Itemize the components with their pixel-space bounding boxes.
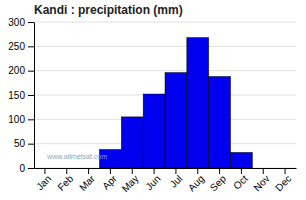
bar (78, 168, 100, 169)
tick-label: Jul (168, 173, 185, 190)
axis-line (35, 168, 297, 169)
tick: 250 (8, 41, 34, 52)
grid (34, 22, 296, 168)
bar (165, 73, 187, 168)
bar (56, 168, 78, 169)
tick: Jan (34, 168, 53, 192)
tick-mark (28, 119, 34, 120)
bar (274, 168, 296, 169)
title: Kandi : precipitation (mm) (34, 3, 183, 17)
annotation: www.allmetsat.com (46, 153, 107, 160)
tick: 100 (8, 114, 34, 125)
tick-mark (28, 46, 34, 47)
tick: May (120, 168, 141, 194)
tick-label: May (120, 173, 141, 194)
chart: 0 50 100 150 200 250 300 JanFebMarAprMayJun JulA… (0, 0, 306, 200)
grid-line (34, 46, 296, 47)
tick-mark (28, 71, 34, 72)
tick-label: Jan (34, 173, 53, 192)
tick-label: Apr (100, 172, 119, 191)
tick-label: 300 (8, 17, 25, 28)
tick-mark (28, 144, 34, 145)
tick-label: 50 (14, 138, 26, 149)
tick-label: Dec (273, 173, 293, 193)
tick-label: 0 (19, 163, 25, 174)
tick: 150 (8, 90, 34, 101)
bar (252, 168, 274, 169)
axis-line (34, 23, 35, 169)
bar (209, 77, 231, 168)
tick-label: Oct (231, 173, 250, 192)
y-axis: 0 50 100 150 200 250 300 (8, 17, 34, 174)
tick-mark (28, 22, 34, 23)
tick: Sep (208, 168, 229, 193)
tick-label: 250 (8, 41, 25, 52)
tick-label: Nov (251, 173, 271, 193)
tick-label: Feb (55, 173, 75, 193)
tick: Mar (77, 168, 97, 193)
bar (187, 38, 209, 168)
plot: 0 50 100 150 200 250 300 JanFebMarAprMayJun JulA… (8, 17, 296, 194)
bars (100, 38, 253, 168)
tick: 300 (8, 17, 34, 28)
bar (231, 152, 253, 168)
grid-line (34, 70, 296, 71)
tick: 50 (14, 138, 34, 149)
tick: Dec (273, 168, 293, 193)
tick: Apr (100, 168, 119, 192)
tick: Aug (186, 168, 206, 193)
tick-label: 200 (8, 65, 25, 76)
tick: 0 (19, 163, 34, 174)
tick-label: 100 (8, 114, 25, 125)
tick-label: Aug (186, 173, 206, 193)
tick-mark (28, 95, 34, 96)
tick: Oct (231, 168, 250, 192)
tick-label: Sep (208, 173, 229, 194)
tick-label: Mar (77, 172, 97, 192)
tick: Jun (143, 168, 162, 192)
x-axis: JanFebMarAprMayJun JulAugSepOctNovDec (34, 168, 296, 194)
bar (34, 168, 56, 169)
tick: 200 (8, 65, 34, 76)
bar (121, 117, 143, 168)
tick: Nov (251, 168, 271, 193)
grid-line (34, 22, 296, 23)
tick: Jul (168, 168, 185, 190)
tick: Feb (55, 168, 75, 193)
tick-label: Jun (143, 173, 162, 192)
bar (143, 94, 165, 168)
tick-mark (28, 168, 34, 169)
tick-label: 150 (8, 90, 25, 101)
